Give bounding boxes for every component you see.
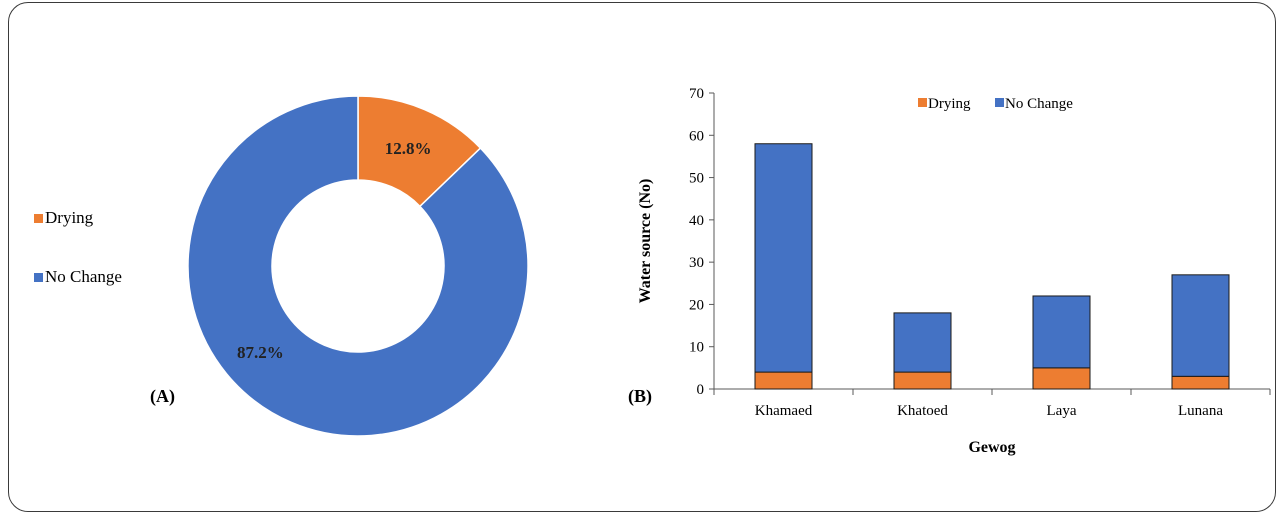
- legend-label-no-change: No Change: [1005, 96, 1073, 112]
- y-tick-label: 60: [689, 128, 704, 144]
- legend-swatch-no-change: [34, 272, 43, 282]
- x-tick-label: Lunana: [1178, 403, 1223, 419]
- y-tick-label: 70: [689, 86, 704, 102]
- y-tick-label: 50: [689, 171, 704, 187]
- bar-drying-lunana: [1171, 375, 1230, 390]
- y-axis-title: Water source (No): [637, 179, 654, 304]
- legend-swatch-no-change: [995, 98, 1004, 107]
- x-tick-label: Khamaed: [755, 403, 813, 419]
- y-tick-label: 20: [689, 297, 704, 313]
- legend-label-no-change: No Change: [45, 267, 122, 286]
- panel-label-b: (B): [628, 386, 652, 406]
- legend-label-drying: Drying: [45, 208, 94, 227]
- donut-data-label: 87.2%: [237, 343, 284, 362]
- bar-no-change-khatoed: [893, 312, 952, 373]
- donut-data-label: 12.8%: [385, 139, 432, 158]
- panel-label-a: (A): [150, 386, 175, 406]
- legend-item-no-change: No Change: [34, 267, 122, 287]
- legend-label-drying: Drying: [928, 96, 971, 112]
- bar-drying-khatoed: [893, 371, 952, 390]
- bar-no-change-lunana: [1171, 274, 1230, 377]
- y-tick-label: 30: [689, 255, 704, 271]
- bar-no-change-khamaed: [754, 143, 813, 373]
- bar-drying-laya: [1032, 367, 1091, 390]
- x-tick-label: Laya: [1047, 403, 1077, 419]
- legend-swatch-drying: [918, 98, 927, 107]
- legend-item-drying: Drying: [34, 208, 93, 228]
- x-tick-label: Khatoed: [897, 403, 948, 419]
- y-tick-label: 0: [697, 382, 705, 398]
- y-tick-label: 40: [689, 213, 704, 229]
- x-axis-title: Gewog: [968, 439, 1015, 456]
- figure-frame: [8, 2, 1276, 512]
- bar-drying-khamaed: [754, 371, 813, 390]
- legend-swatch-drying: [34, 213, 43, 223]
- bar-no-change-laya: [1032, 295, 1091, 369]
- donut-slice-no-change: [187, 95, 529, 437]
- y-tick-label: 10: [689, 340, 704, 356]
